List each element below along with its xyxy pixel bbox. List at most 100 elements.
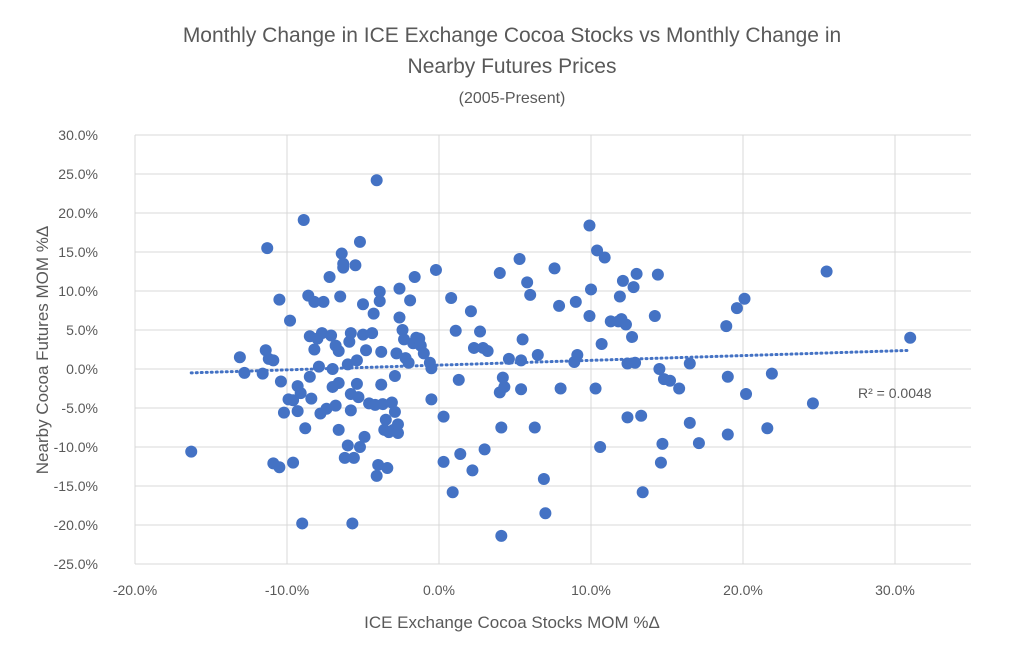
data-point xyxy=(297,214,310,227)
data-point xyxy=(481,345,494,358)
data-point xyxy=(375,345,388,358)
data-point xyxy=(396,324,409,336)
data-point xyxy=(569,295,582,308)
data-point xyxy=(452,373,465,386)
data-point xyxy=(589,382,602,395)
x-axis-ticks: -20.0% -10.0% 0.0% 10.0% 20.0% 30.0% xyxy=(113,582,915,598)
data-point xyxy=(332,423,345,436)
data-point xyxy=(654,456,667,469)
data-point xyxy=(445,292,458,305)
data-point xyxy=(583,219,596,232)
data-point xyxy=(379,413,392,426)
y-tick-label: 5.0% xyxy=(66,322,98,338)
data-point xyxy=(296,517,309,530)
data-point xyxy=(284,314,297,327)
data-point xyxy=(495,421,508,434)
data-point xyxy=(317,295,330,308)
data-point xyxy=(446,486,459,499)
data-point xyxy=(393,282,406,295)
data-point xyxy=(683,416,696,429)
data-point xyxy=(261,242,274,255)
data-point xyxy=(303,370,316,383)
x-axis-label: ICE Exchange Cocoa Stocks MOM %Δ xyxy=(364,613,660,632)
data-point xyxy=(673,382,686,395)
data-point xyxy=(332,345,345,358)
x-tick-label: 20.0% xyxy=(723,582,763,598)
data-point xyxy=(630,267,643,280)
data-point xyxy=(437,455,450,468)
data-point xyxy=(353,441,366,453)
data-point xyxy=(185,445,198,458)
data-point xyxy=(323,270,336,283)
data-point xyxy=(493,267,506,280)
data-point xyxy=(388,370,401,383)
data-point xyxy=(683,357,696,370)
data-point xyxy=(299,422,312,435)
data-point xyxy=(464,305,477,318)
data-point xyxy=(425,393,438,406)
trendline xyxy=(189,348,912,375)
data-point xyxy=(344,404,357,417)
data-point xyxy=(347,451,360,464)
data-point xyxy=(338,451,351,464)
data-point xyxy=(437,410,450,423)
data-point xyxy=(539,507,552,520)
data-point xyxy=(626,331,639,344)
data-point xyxy=(308,343,321,356)
data-point xyxy=(390,347,403,360)
y-tick-label: -25.0% xyxy=(54,556,98,572)
data-point xyxy=(393,311,406,324)
data-point xyxy=(740,387,753,400)
y-axis-ticks: 30.0% 25.0% 20.0% 15.0% 10.0% 5.0% 0.0% -5.0% -1… xyxy=(54,127,98,572)
data-point xyxy=(370,469,383,482)
data-point xyxy=(651,268,664,281)
data-point xyxy=(373,285,386,298)
data-point xyxy=(664,374,677,387)
y-tick-label: 25.0% xyxy=(58,166,98,182)
data-point xyxy=(474,325,487,338)
y-tick-label: -5.0% xyxy=(61,400,98,416)
chart-title-line-2: Nearby Futures Prices xyxy=(408,55,617,78)
y-axis-label: Nearby Cocoa Futures MOM %Δ xyxy=(33,226,52,474)
data-point xyxy=(478,443,491,456)
data-point xyxy=(274,375,287,388)
data-point xyxy=(360,344,373,357)
data-point xyxy=(515,383,528,396)
data-point xyxy=(496,371,509,384)
data-point xyxy=(692,437,705,450)
data-point xyxy=(385,396,398,409)
data-point xyxy=(341,439,354,452)
data-point xyxy=(344,327,357,340)
x-tick-label: -10.0% xyxy=(265,582,309,598)
data-point xyxy=(513,253,526,266)
data-point xyxy=(820,265,833,278)
data-point xyxy=(429,263,442,276)
x-tick-label: 10.0% xyxy=(571,582,611,598)
data-point xyxy=(554,382,567,395)
data-point xyxy=(595,338,608,351)
data-point xyxy=(765,367,778,380)
data-point xyxy=(346,517,359,530)
data-point xyxy=(381,462,394,475)
data-point xyxy=(648,309,661,322)
y-tick-label: 15.0% xyxy=(58,244,98,260)
data-point xyxy=(273,461,286,474)
data-point xyxy=(404,294,417,307)
data-point xyxy=(376,398,389,411)
data-point xyxy=(583,309,596,322)
data-point xyxy=(594,441,607,453)
data-point xyxy=(619,318,632,331)
data-point xyxy=(352,391,365,404)
y-tick-label: 30.0% xyxy=(58,127,98,143)
data-point xyxy=(391,418,404,431)
data-point xyxy=(636,486,649,499)
data-point xyxy=(571,348,584,361)
data-point xyxy=(417,347,430,360)
data-point xyxy=(391,426,404,439)
data-point xyxy=(498,380,511,393)
data-point xyxy=(466,464,479,477)
data-point xyxy=(653,363,666,375)
data-point xyxy=(721,370,734,383)
data-point xyxy=(315,327,328,340)
data-point xyxy=(291,405,304,418)
